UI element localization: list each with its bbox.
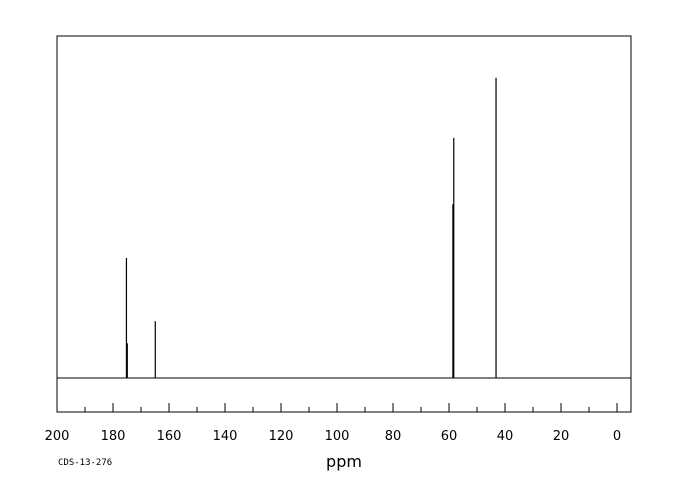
- x-tick-label: 120: [269, 429, 294, 444]
- x-tick-label: 180: [101, 429, 126, 444]
- x-tick-label: 40: [497, 429, 514, 444]
- x-tick-label: 100: [325, 429, 350, 444]
- x-axis-title: ppm: [326, 452, 362, 471]
- x-axis-ticks: 200 180 160 140 120 100 80 60 40 20 0: [45, 403, 621, 444]
- x-tick-label: 160: [157, 429, 182, 444]
- x-tick-label: 0: [613, 429, 621, 444]
- plot-frame: [56, 35, 632, 413]
- x-tick-label: 140: [213, 429, 238, 444]
- x-tick-label: 20: [553, 429, 570, 444]
- x-tick-label: 80: [385, 429, 402, 444]
- x-tick-label: 60: [441, 429, 458, 444]
- spectrum-peaks: [125, 77, 497, 378]
- catalog-id: CDS-13-276: [58, 458, 112, 468]
- x-tick-label: 200: [45, 429, 70, 444]
